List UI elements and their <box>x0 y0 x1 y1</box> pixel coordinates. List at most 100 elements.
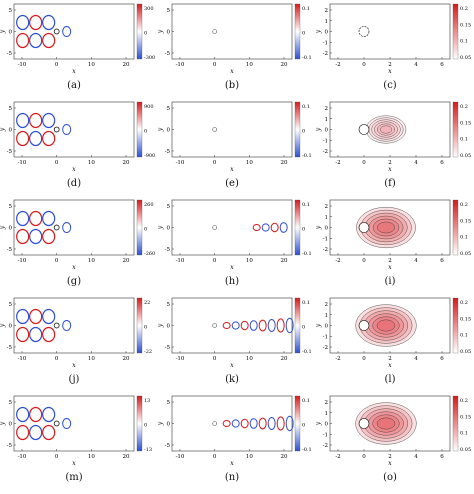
y-tick-label: 2 <box>325 8 329 14</box>
x-axis-label: x <box>388 68 392 75</box>
panel-l: 0.2 0.15 0.1 0.05 -2 0 2 4 6 2 1 0 -1 -2 x y <box>316 297 471 369</box>
panel-i: 0.2 0.15 0.1 0.05 -2 0 2 4 6 2 1 0 -1 -2 x y <box>316 199 471 271</box>
vorticity-lobe <box>42 130 56 147</box>
x-tick-label: -10 <box>176 356 185 362</box>
y-tick-label: 0 <box>167 422 171 428</box>
y-axis-label: y <box>316 323 322 328</box>
y-tick-label: 0 <box>9 324 13 330</box>
cylinder <box>358 418 370 429</box>
y-tick-label: -2 <box>323 345 328 351</box>
x-tick-label: 20 <box>281 356 288 362</box>
y-tick-label: 5 <box>167 400 171 406</box>
panel-a: 300 0 -300 -10 0 10 20 5 0 -5 x y <box>0 3 155 75</box>
x-tick-label: 20 <box>123 454 130 460</box>
y-tick-label: 2 <box>325 302 329 308</box>
panel-caption: (j) <box>68 374 80 385</box>
colorbar <box>294 199 301 256</box>
x-tick-label: 0 <box>213 62 217 68</box>
wake-lobe <box>276 416 285 431</box>
colorbar-tick: 13 <box>144 398 150 404</box>
vorticity-lobe <box>62 124 72 135</box>
y-axis-label: y <box>158 421 164 426</box>
axes-frame <box>329 199 451 256</box>
cylinder <box>53 224 60 231</box>
panel-caption: (l) <box>384 374 396 385</box>
x-tick-label: 20 <box>123 258 130 264</box>
vorticity-lobe <box>29 14 43 31</box>
y-tick-label: 5 <box>9 400 13 406</box>
energy-contour <box>371 119 401 140</box>
x-axis-label: x <box>72 362 76 369</box>
x-axis-label: x <box>72 264 76 271</box>
panel-o: 0.2 0.15 0.1 0.05 -2 0 2 4 6 2 1 0 -1 -2 x y <box>316 395 471 467</box>
colorbar-tick: -300 <box>144 55 155 61</box>
panel-c: 0.2 0.15 0.1 0.05 -2 0 2 4 6 2 1 0 -1 -2 x y <box>316 3 471 75</box>
energy-contour <box>372 218 400 237</box>
x-tick-label: -2 <box>335 258 340 264</box>
y-tick-label: -1 <box>323 236 328 242</box>
x-tick-label: 0 <box>362 160 366 166</box>
x-tick-label: 0 <box>55 160 59 166</box>
x-tick-label: 10 <box>246 454 253 460</box>
colorbar <box>136 395 143 452</box>
axes-frame <box>329 3 451 60</box>
y-axis-label: y <box>316 225 322 230</box>
x-tick-label: 6 <box>440 258 444 264</box>
x-axis-label: x <box>72 166 76 173</box>
colorbar <box>452 199 459 256</box>
y-axis-label: y <box>158 127 164 132</box>
vorticity-lobe <box>62 26 72 37</box>
y-tick-label: -5 <box>165 247 171 253</box>
y-tick-label: -2 <box>323 443 328 449</box>
panel-caption: (e) <box>225 178 239 189</box>
x-tick-label: -10 <box>18 258 27 264</box>
y-tick-label: -5 <box>165 149 171 155</box>
y-axis-label: y <box>0 127 6 132</box>
colorbar-tick: 0.2 <box>460 398 468 404</box>
colorbar-tick: 0.1 <box>302 300 310 306</box>
colorbar-tick: 0.1 <box>460 235 468 241</box>
x-tick-label: 6 <box>440 454 444 460</box>
vorticity-lobe <box>42 210 56 227</box>
colorbar-tick: 0.2 <box>460 300 468 306</box>
x-tick-label: 0 <box>55 62 59 68</box>
x-tick-label: 0 <box>55 454 59 460</box>
x-tick-label: -10 <box>18 454 27 460</box>
x-tick-label: -10 <box>18 356 27 362</box>
colorbar-tick: -0.1 <box>302 251 312 257</box>
x-tick-label: 20 <box>281 160 288 166</box>
vorticity-lobe <box>16 32 30 49</box>
vorticity-lobe <box>42 112 56 129</box>
y-tick-label: 2 <box>325 204 329 210</box>
colorbar-tick: -0.1 <box>302 447 312 453</box>
cylinder <box>53 28 60 35</box>
panel-caption: (a) <box>67 80 81 91</box>
x-tick-label: 10 <box>88 160 95 166</box>
y-axis-label: y <box>0 225 6 230</box>
wake-lobe <box>261 223 270 232</box>
y-tick-label: -5 <box>7 247 13 253</box>
axes-frame <box>13 297 135 354</box>
wake-lobe <box>240 320 249 331</box>
colorbar-tick: 0 <box>144 325 147 331</box>
vorticity-lobe <box>16 228 30 245</box>
energy-contour <box>379 125 393 134</box>
colorbar-tick: 0 <box>302 325 305 331</box>
y-tick-label: -1 <box>323 334 328 340</box>
y-tick-label: 0 <box>325 226 329 232</box>
x-tick-label: 0 <box>55 356 59 362</box>
y-axis-label: y <box>316 421 322 426</box>
wake-lobe <box>276 318 285 333</box>
colorbar-tick: -260 <box>144 251 155 257</box>
x-axis-label: x <box>230 264 234 271</box>
colorbar-tick: 0.15 <box>460 316 471 322</box>
vorticity-lobe <box>16 210 30 227</box>
x-tick-label: 20 <box>123 62 130 68</box>
y-tick-label: 5 <box>9 204 13 210</box>
colorbar-tick: 0.1 <box>302 398 310 404</box>
x-tick-label: 0 <box>213 258 217 264</box>
panel-caption: (h) <box>224 276 240 287</box>
wake-lobe <box>258 319 267 332</box>
x-axis-label: x <box>230 362 234 369</box>
x-axis-label: x <box>72 460 76 467</box>
